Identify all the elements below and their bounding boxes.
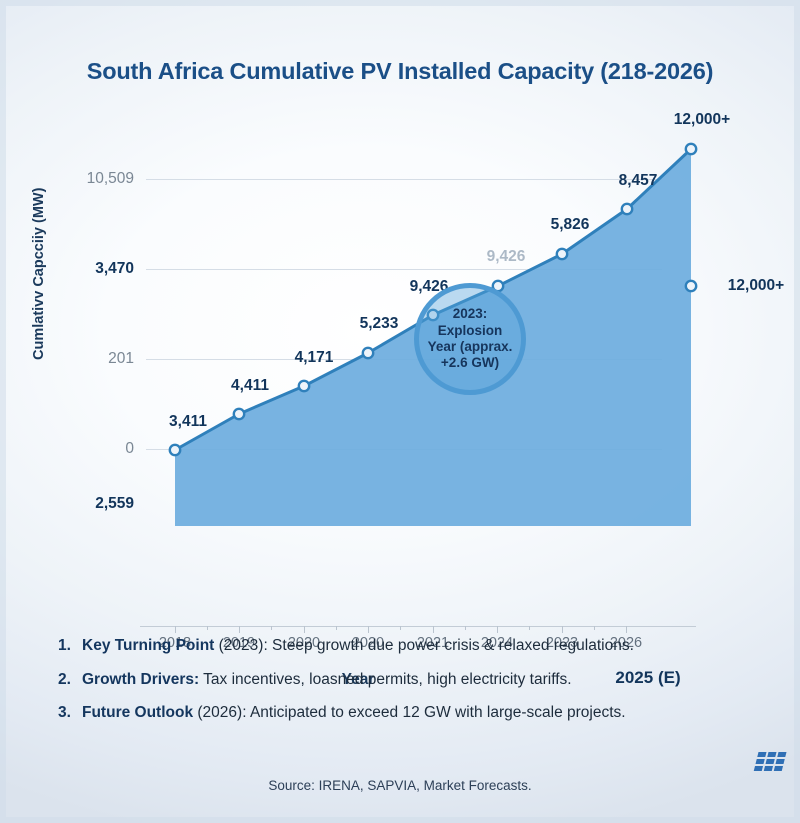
data-point-marker — [297, 379, 311, 393]
y-axis-tick-label: 10,509 — [86, 170, 134, 187]
plot-region: 3,411 4,411 4,171 5,233 9,426 9,426 5,826 8,457… — [146, 111, 784, 526]
data-point-marker — [555, 247, 569, 261]
x-axis-tick-label: 2020 — [351, 635, 385, 651]
x-axis-tick — [433, 626, 434, 633]
list-item-lead: Growth Drivers: — [82, 670, 200, 688]
list-item: 2. Growth Drivers: Tax incentives, loasne… — [58, 670, 748, 691]
list-item-lead: Key Turning Point — [82, 637, 215, 654]
gridline — [146, 179, 662, 180]
x-axis-tick — [175, 626, 176, 633]
x-axis-tick-label: 2026 — [609, 635, 643, 651]
source-note: Source: IRENA, SAPVIA, Market Forecasts. — [268, 778, 532, 793]
data-point-label: 4,171 — [294, 349, 334, 366]
x-axis-minor-tick — [271, 626, 272, 630]
data-point-marker — [232, 407, 246, 421]
x-axis-minor-tick — [336, 626, 337, 630]
list-item: 3. Future Outlook (2026): Anticipated to … — [58, 703, 748, 724]
data-point-marker — [684, 279, 698, 293]
x-axis-tick-label: 2020 — [287, 635, 321, 651]
list-item-text: Tax incentives, loasned permits, high el… — [199, 670, 572, 688]
x-axis-minor-tick — [207, 626, 208, 630]
x-axis-tick — [368, 626, 369, 633]
data-point-label: 5,826 — [550, 216, 590, 233]
y-axis-tick-label: 201 — [108, 350, 134, 367]
x-axis-tick — [497, 626, 498, 633]
data-point-marker — [684, 142, 698, 156]
data-point-label: 8,457 — [618, 172, 658, 189]
y-axis-tick-label: 0 — [125, 440, 134, 457]
y-axis-tick-label: 3,470 — [95, 260, 134, 277]
area-series — [168, 142, 698, 526]
data-point-label: 9,426 — [486, 248, 526, 265]
data-point-label: 3,411 — [169, 413, 207, 430]
x-axis-title: Year — [341, 671, 375, 688]
list-item-body: Key Turning Point (2023): Steep growth d… — [82, 636, 748, 657]
list-item-body: Growth Drivers: Tax incentives, loasned … — [82, 670, 748, 691]
data-point-label: 12,000+ — [673, 111, 731, 128]
x-axis-line — [140, 626, 696, 627]
x-axis-tick-label: 2018 — [158, 635, 192, 651]
x-axis-tick-label: 2023 — [545, 635, 579, 651]
list-item-text: (2026): Anticipated to exceed 12 GW with… — [193, 704, 626, 722]
list-item-lead: Future Outlook — [82, 704, 194, 722]
chart-area: Cumlativv Capcciiy (MW) 10,509 3,470 201 0 2… — [0, 108, 800, 688]
annotation-callout: 2023: Explosion Year (apprax. +2.6 GW) — [414, 283, 526, 395]
solar-panel-logo-icon — [733, 749, 787, 775]
data-point-label: 4,411 — [231, 377, 269, 394]
data-point-marker — [361, 346, 375, 360]
gridline — [146, 269, 662, 270]
list-item-number: 1. — [58, 637, 71, 654]
data-point-marker — [168, 443, 182, 457]
page-title: South Africa Cumulative PV Installed Cap… — [86, 58, 714, 84]
x-axis-minor-tick — [594, 626, 595, 630]
x-axis-tick — [239, 626, 240, 633]
list-item-number: 3. — [58, 704, 71, 722]
data-point-marker — [620, 202, 634, 216]
list-item-body: Future Outlook (2026): Anticipated to ex… — [82, 703, 748, 724]
y-axis-extra-label: 2,559 — [95, 495, 134, 512]
list-item-number: 2. — [58, 670, 71, 688]
x-axis-tick — [562, 626, 563, 633]
x-axis-minor-tick — [400, 626, 401, 630]
x-axis-extra-label: 2025 (E) — [615, 668, 681, 687]
x-axis-tick — [626, 626, 627, 633]
key-findings-list: 1. Key Turning Point (2023): Steep growth… — [58, 636, 748, 737]
x-axis-tick-label: 2021 — [416, 635, 450, 651]
data-point-label: 5,233 — [359, 315, 399, 332]
x-axis-tick — [304, 626, 305, 633]
data-point-label: 9,426 — [409, 278, 449, 295]
x-axis-minor-tick — [465, 626, 466, 630]
x-axis-tick-label: 2024 — [480, 635, 514, 651]
x-axis-tick-label: 2019 — [222, 635, 256, 651]
x-axis-minor-tick — [529, 626, 530, 630]
data-point-label: 12,000+ — [727, 277, 785, 294]
list-item: 1. Key Turning Point (2023): Steep growth… — [58, 636, 748, 657]
list-item-text: (2023): Steep growth due power crisis & … — [214, 637, 634, 654]
